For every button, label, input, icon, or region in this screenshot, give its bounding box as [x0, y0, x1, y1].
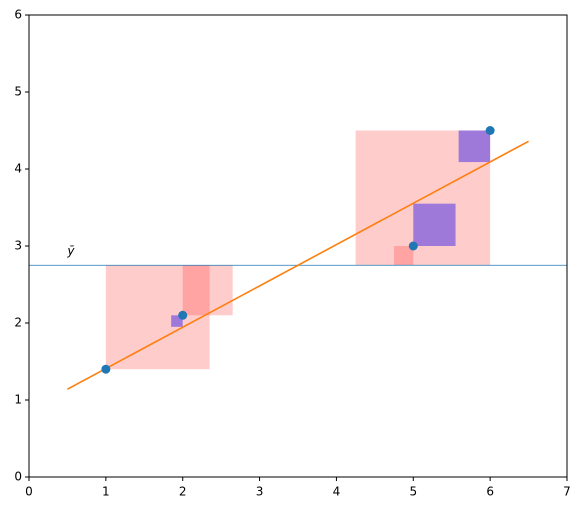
point [485, 126, 495, 135]
x-tick-label: 2 [179, 485, 187, 499]
fit-line [67, 140, 529, 390]
total-square [182, 265, 233, 316]
y-tick-label: 3 [14, 239, 22, 253]
x-tick-label: 3 [256, 485, 264, 499]
total-square [105, 265, 210, 370]
x-tick-label: 7 [563, 485, 571, 499]
residual-square [171, 315, 183, 327]
y-tick-label: 5 [14, 85, 22, 99]
y-tick-label: 0 [14, 470, 22, 484]
point [408, 241, 418, 251]
point [178, 310, 188, 320]
y-tick-label: 4 [14, 162, 22, 176]
x-tick-label: 4 [333, 485, 341, 499]
total-square [394, 246, 414, 266]
x-tick-label: 0 [25, 485, 33, 499]
x-tick-label: 5 [409, 485, 417, 499]
residual-square [458, 130, 491, 163]
x-tick-label: 1 [102, 485, 110, 499]
y-tick-label: 2 [14, 316, 22, 330]
y-tick-label: 1 [14, 393, 22, 407]
mean-label: ȳ [66, 244, 75, 258]
point [101, 364, 111, 374]
y-tick-label: 6 [14, 8, 22, 22]
residual-square [413, 203, 456, 246]
x-tick-label: 6 [486, 485, 494, 499]
